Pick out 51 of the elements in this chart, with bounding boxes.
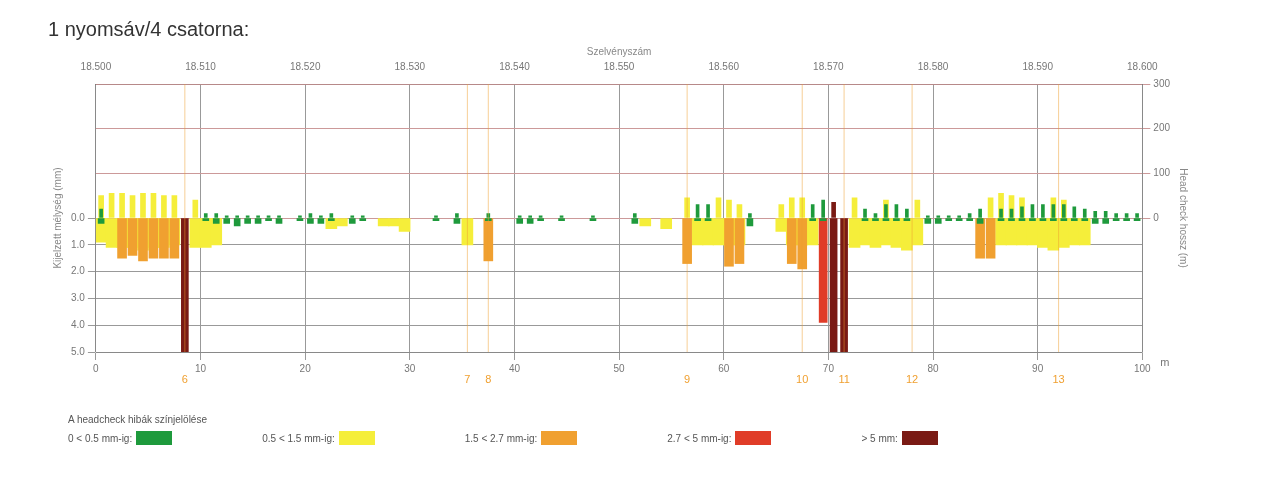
x2-tick-label: 18.530 (394, 60, 426, 72)
y-tick-label: 2.0 (71, 265, 86, 277)
y-axis-title: Kijelzett mélység (mm) (51, 167, 63, 269)
y-tick-label: 1.0 (71, 238, 86, 250)
x-tick-label: 80 (927, 362, 940, 374)
x-tick-label: 20 (299, 362, 312, 374)
x-tick-label: 100 (1133, 362, 1152, 374)
y2-tick-label: 300 (1153, 77, 1171, 89)
text: 12 (905, 372, 919, 385)
chart-title: 1 nyomsáv/4 csatorna: (48, 17, 250, 40)
text: 8 (485, 372, 492, 385)
x-tick-label: 60 (718, 362, 730, 374)
legend-title: A headcheck hibák színjelölése (68, 414, 208, 425)
x-tick-label: 70 (822, 362, 835, 374)
x-tick-label: 40 (508, 362, 521, 374)
x2-tick-label: 18.570 (813, 60, 845, 72)
legend-label: 2.7 < 5 mm-ig: (667, 432, 732, 444)
legend-label: 1.5 < 2.7 mm-ig: (464, 432, 538, 444)
text: 6 (181, 372, 188, 385)
x2-axis-title: Szelvényszám (586, 45, 652, 57)
text: 7 (464, 372, 471, 385)
x-axis-title: m (1160, 355, 1170, 368)
x-tick-label: 50 (613, 362, 626, 374)
text: 11 (838, 372, 850, 385)
y2-axis-title: Head check hossz (m) (1178, 168, 1190, 268)
y2-tick-label: 0 (1153, 211, 1160, 223)
x2-tick-label: 18.550 (603, 60, 635, 72)
x2-tick-label: 18.520 (289, 60, 321, 72)
x2-tick-label: 18.580 (917, 60, 949, 72)
legend-label: 0 < 0.5 mm-ig: (68, 432, 133, 444)
y-tick-label: 5.0 (71, 345, 86, 357)
x2-tick-label: 18.590 (1022, 60, 1054, 72)
x-tick-label: 30 (404, 362, 416, 374)
x-tick-label: 90 (1032, 362, 1044, 374)
legend-label: > 5 mm: (861, 432, 898, 444)
x-tick-label: 10 (194, 362, 207, 374)
y-tick-label: 3.0 (71, 292, 86, 304)
x2-tick-label: 18.500 (80, 60, 112, 72)
y2-tick-label: 200 (1153, 122, 1171, 134)
text: 13 (1052, 372, 1065, 385)
x-tick-label: 0 (93, 362, 100, 374)
x2-tick-label: 18.560 (708, 60, 740, 72)
y-tick-label: 0.0 (71, 211, 86, 223)
y2-tick-label: 100 (1153, 167, 1171, 179)
x2-tick-label: 18.510 (185, 60, 217, 72)
x2-tick-label: 18.600 (1127, 60, 1159, 72)
legend-label: 0.5 < 1.5 mm-ig: (262, 432, 335, 444)
text: 10 (796, 372, 809, 385)
text: 9 (684, 372, 691, 385)
x2-tick-label: 18.540 (499, 60, 531, 72)
y-tick-label: 4.0 (71, 318, 86, 330)
